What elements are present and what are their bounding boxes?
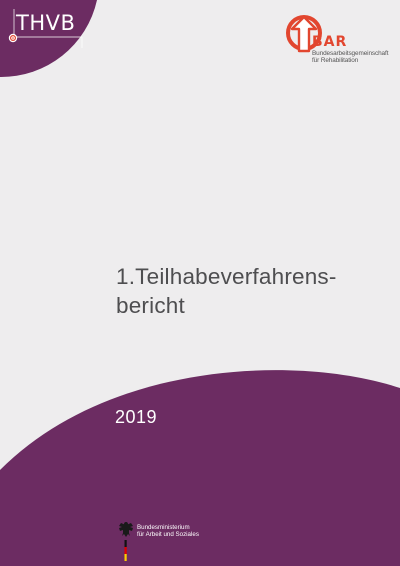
report-year: 2019 — [115, 407, 158, 427]
report-title-line2: bericht — [116, 293, 185, 318]
eagle-icon — [119, 522, 133, 537]
bmas-eagle-logo — [119, 522, 133, 561]
bar-logo-subtitle: Bundesarbeitsgemeinschaft für Rehabilita… — [312, 50, 388, 65]
ministry-name: Bundesministerium für Arbeit und Soziale… — [137, 524, 199, 539]
bar-logo-subtitle-line1: Bundesarbeitsgemeinschaft — [312, 50, 389, 57]
ministry-name-line2: für Arbeit und Soziales — [137, 531, 199, 539]
bar-logo-letters: BAR — [312, 34, 348, 50]
report-title-line1: 1.Teilhabeverfahrens- — [116, 264, 337, 289]
report-title: 1.Teilhabeverfahrens- bericht — [116, 262, 337, 320]
bar-logo-icon — [286, 15, 322, 53]
bar-logo-subtitle-line2: für Rehabilitation — [312, 57, 359, 65]
ministry-name-line1: Bundesministerium — [137, 524, 190, 531]
thvb-corner-shape — [0, 0, 97, 78]
bottom-purple-wave — [0, 370, 400, 566]
thvb-logo-text: THVB — [16, 11, 76, 35]
target-icon — [8, 33, 18, 43]
